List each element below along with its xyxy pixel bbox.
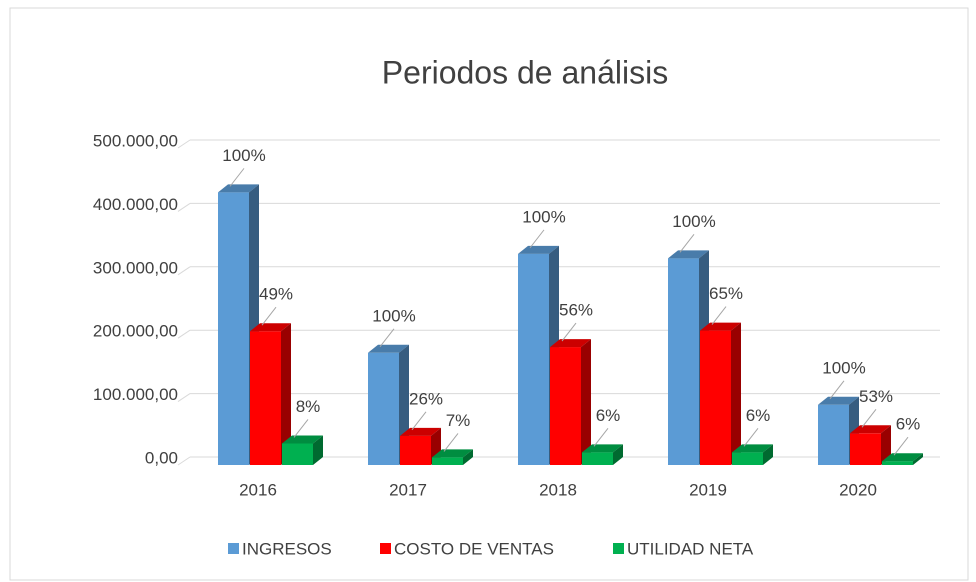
bar-top <box>250 323 291 332</box>
y-tick-label: 0,00 <box>145 448 178 467</box>
bar <box>850 433 881 465</box>
bar <box>250 331 281 465</box>
data-label: 100% <box>822 358 865 377</box>
bar <box>368 352 399 465</box>
bar-top <box>518 245 559 254</box>
leader-line <box>561 322 577 342</box>
leader-line <box>529 229 545 249</box>
data-label: 6% <box>596 406 621 425</box>
chart-title: Periodos de análisis <box>382 54 668 90</box>
data-label: 100% <box>672 212 715 231</box>
x-tick-label: 2016 <box>239 480 277 499</box>
x-tick-label: 2019 <box>689 480 727 499</box>
bar <box>700 330 731 465</box>
y-tick-label: 400.000,00 <box>93 195 178 214</box>
data-label: 56% <box>559 301 593 320</box>
leader-line <box>829 380 845 400</box>
leader-line <box>411 411 427 431</box>
chart-border <box>9 7 969 581</box>
bar <box>282 443 313 465</box>
bar <box>668 258 699 465</box>
y-tick-label: 500.000,00 <box>93 131 178 150</box>
bar <box>432 457 463 465</box>
legend-swatch <box>613 543 624 554</box>
x-tick-label: 2018 <box>539 480 577 499</box>
bar-top <box>282 435 323 444</box>
data-label: 49% <box>259 285 293 304</box>
grid-line <box>177 202 191 212</box>
leader-line <box>679 234 695 253</box>
bar-top <box>818 396 859 405</box>
bar-top <box>550 339 591 348</box>
bar <box>818 404 849 465</box>
leader-line <box>443 433 459 452</box>
grid-line <box>177 266 191 276</box>
data-label: 65% <box>709 284 743 303</box>
data-label: 26% <box>409 389 443 408</box>
leader-line <box>893 436 909 456</box>
data-label: 53% <box>859 387 893 406</box>
leader-line <box>293 419 309 438</box>
bar-top <box>400 427 441 436</box>
bar-top <box>700 322 741 331</box>
leader-line <box>261 306 277 326</box>
bar <box>218 192 249 465</box>
data-label: 7% <box>446 411 471 430</box>
bar-side <box>881 425 891 465</box>
data-label: 6% <box>896 415 921 434</box>
bar-top <box>882 453 923 462</box>
bar-side <box>731 322 741 465</box>
bar-side <box>581 339 591 465</box>
bar <box>582 452 613 465</box>
grid-line <box>177 139 191 149</box>
legend-label: COSTO DE VENTAS <box>394 539 554 558</box>
bar <box>518 253 549 465</box>
y-tick-label: 300.000,00 <box>93 258 178 277</box>
leader-line <box>229 168 245 187</box>
bar-side <box>913 453 923 465</box>
legend-swatch <box>228 543 239 554</box>
grid-line <box>177 456 191 466</box>
data-label: 100% <box>372 306 415 325</box>
data-label: 100% <box>522 207 565 226</box>
bar-side <box>313 435 323 465</box>
leader-line <box>861 408 877 428</box>
legend-label: INGRESOS <box>242 539 332 558</box>
leader-line <box>711 306 727 325</box>
data-label: 6% <box>746 406 771 425</box>
leader-line <box>743 428 759 447</box>
bar-side <box>763 444 773 465</box>
leader-line <box>379 328 395 348</box>
leader-line <box>593 428 609 447</box>
bar-side <box>613 444 623 465</box>
data-label: 8% <box>296 397 321 416</box>
grid-line <box>177 393 191 403</box>
bar-top <box>582 444 623 453</box>
bar <box>882 461 913 465</box>
legend-swatch <box>380 543 391 554</box>
bar-top <box>732 444 773 453</box>
bar-top <box>218 184 259 193</box>
bar <box>550 347 581 465</box>
legend-label: UTILIDAD NETA <box>627 539 754 558</box>
bar-top <box>432 449 473 458</box>
bar-top <box>668 250 709 259</box>
bar-top <box>850 425 891 434</box>
bar <box>400 435 431 465</box>
y-tick-label: 200.000,00 <box>93 322 178 341</box>
y-tick-label: 100.000,00 <box>93 385 178 404</box>
bar <box>732 452 763 465</box>
bar-side <box>281 323 291 465</box>
bar-side <box>463 449 473 465</box>
bar-top <box>368 344 409 353</box>
x-tick-label: 2017 <box>389 480 427 499</box>
grid-line <box>177 329 191 339</box>
data-label: 100% <box>222 146 265 165</box>
x-tick-label: 2020 <box>839 480 877 499</box>
